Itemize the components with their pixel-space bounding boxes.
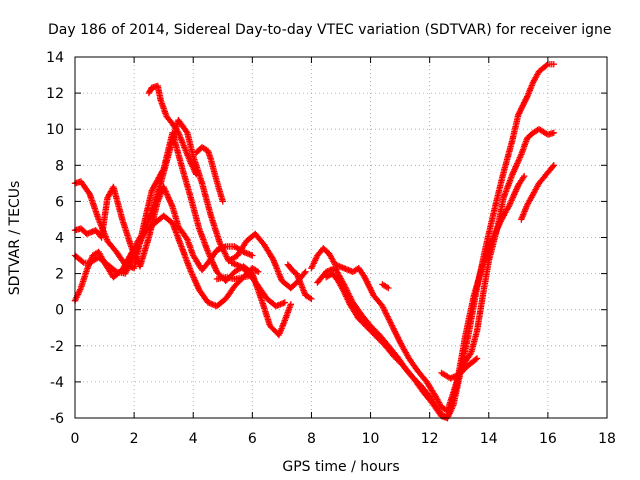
series-track-6 (193, 144, 226, 205)
y-tick-label: -2 (50, 339, 64, 355)
data-point-markers (284, 261, 315, 303)
series-track-15 (379, 281, 392, 292)
data-point-markers (145, 82, 200, 178)
series-track-8 (323, 61, 557, 422)
data-point-markers (193, 144, 226, 205)
data-point-markers (518, 162, 557, 223)
y-tick-label: -6 (50, 411, 64, 427)
series-track-5 (145, 82, 200, 178)
x-tick-label: 6 (248, 431, 257, 447)
x-tick-label: 8 (307, 431, 316, 447)
series-track-9 (314, 172, 528, 422)
grid (75, 57, 607, 418)
y-tick-label: 8 (55, 158, 64, 174)
data-point-markers (314, 172, 528, 422)
series-track-13 (213, 272, 256, 283)
data-point-markers (308, 126, 557, 414)
y-tick-labels: -6 -4 -2 0 2 4 6 8 10 12 14 (46, 50, 64, 427)
y-tick-label: -4 (50, 375, 64, 391)
y-tick-label: 12 (46, 86, 64, 102)
series-track-10 (518, 162, 557, 223)
x-tick-label: 16 (539, 431, 557, 447)
x-tick-label: 12 (421, 431, 439, 447)
x-tick-label: 14 (480, 431, 498, 447)
y-axis-label: SDTVAR / TECUs (7, 181, 23, 296)
x-tick-label: 18 (598, 431, 616, 447)
data-point-markers (438, 355, 481, 382)
x-tick-labels: 0 2 4 6 8 10 12 14 16 18 (71, 431, 616, 447)
x-tick-label: 10 (362, 431, 380, 447)
data-marks (71, 61, 557, 422)
x-axis-label: GPS time / hours (282, 459, 399, 475)
chart-title: Day 186 of 2014, Sidereal Day-to-day VTE… (48, 22, 611, 38)
x-tick-label: 2 (130, 431, 139, 447)
y-tick-label: 2 (55, 267, 64, 283)
axis-ticks (74, 56, 608, 419)
y-tick-label: 0 (55, 303, 64, 319)
data-point-markers (323, 61, 557, 422)
x-tick-label: 4 (189, 431, 198, 447)
series-track-11 (438, 355, 481, 382)
y-tick-label: 4 (55, 231, 64, 247)
series-track-7 (308, 126, 557, 414)
x-tick-label: 0 (71, 431, 80, 447)
y-tick-label: 6 (55, 194, 64, 210)
series-track-14 (284, 261, 315, 303)
y-tick-label: 14 (46, 50, 64, 66)
data-point-markers (213, 272, 256, 283)
y-tick-label: 10 (46, 122, 64, 138)
data-point-markers (379, 281, 392, 292)
